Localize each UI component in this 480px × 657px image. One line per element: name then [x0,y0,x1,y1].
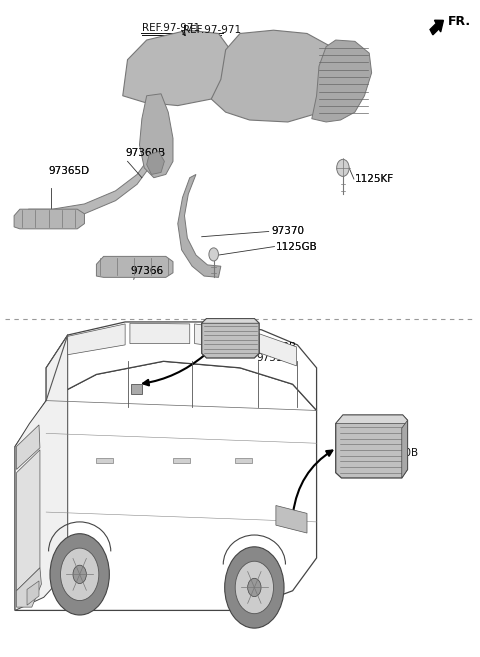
Polygon shape [28,160,149,218]
Text: 1125GB: 1125GB [276,242,318,252]
Polygon shape [123,30,230,106]
Polygon shape [46,322,317,411]
Circle shape [225,547,284,628]
Text: REF.97-971: REF.97-971 [182,25,240,35]
Circle shape [209,248,218,261]
Polygon shape [68,324,125,355]
Text: 97510H: 97510H [257,353,298,363]
Circle shape [60,548,99,600]
Text: 97360B: 97360B [125,148,165,158]
FancyArrow shape [430,20,444,35]
Polygon shape [96,256,173,277]
Polygon shape [15,335,68,610]
Text: 97510B: 97510B [379,448,419,458]
Circle shape [235,561,274,614]
Text: 1125GB: 1125GB [276,242,318,252]
Polygon shape [131,384,142,394]
Polygon shape [202,319,259,323]
Text: 97365D: 97365D [48,166,90,176]
Circle shape [50,533,109,615]
Polygon shape [147,152,164,174]
Circle shape [336,160,349,176]
Polygon shape [402,420,408,478]
Polygon shape [14,209,84,229]
Text: 97520B: 97520B [257,342,297,352]
Polygon shape [96,459,113,463]
Polygon shape [140,94,173,177]
Text: FR.: FR. [448,15,471,28]
Polygon shape [178,174,221,277]
Polygon shape [27,581,39,605]
Text: 97365D: 97365D [48,166,90,176]
Polygon shape [15,361,317,610]
Text: 97366: 97366 [130,266,163,276]
Polygon shape [130,323,190,344]
Text: 1125KF: 1125KF [355,174,394,184]
Polygon shape [276,505,307,533]
Text: 97370: 97370 [271,227,304,237]
Polygon shape [194,324,254,351]
Polygon shape [336,415,408,424]
Circle shape [248,578,261,597]
Polygon shape [336,415,408,478]
Polygon shape [211,30,340,122]
Polygon shape [16,450,40,591]
Circle shape [73,565,86,583]
Text: 1125KF: 1125KF [355,174,394,184]
Text: 97370: 97370 [271,227,304,237]
Polygon shape [16,425,40,470]
Polygon shape [235,459,252,463]
Text: 97360B: 97360B [125,148,165,158]
Polygon shape [259,334,297,366]
Polygon shape [202,319,259,358]
Polygon shape [312,40,372,122]
Text: REF.97-971: REF.97-971 [142,23,200,34]
Polygon shape [16,568,41,607]
Polygon shape [173,459,190,463]
Text: 97366: 97366 [130,266,163,276]
